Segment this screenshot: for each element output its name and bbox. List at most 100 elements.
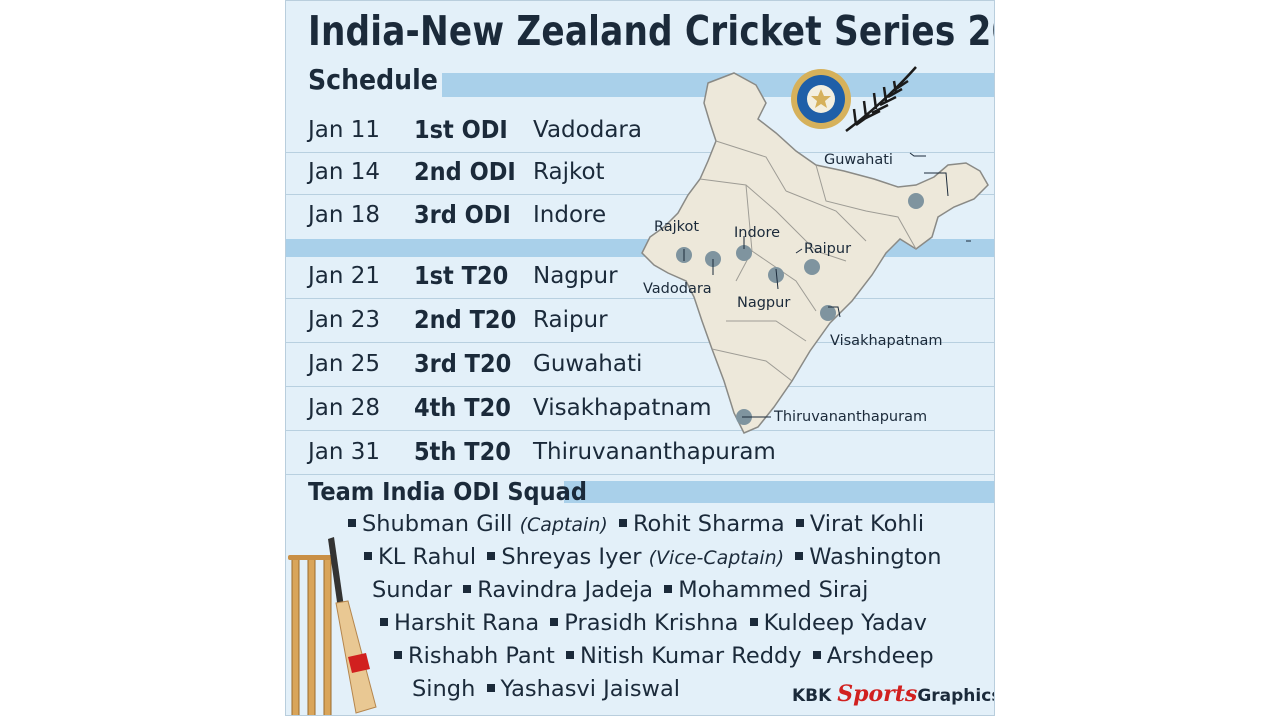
match-date: Jan 11 [308,117,381,143]
brand-text: Sports [837,681,918,707]
bullet-icon [394,651,402,659]
schedule-row: Jan 31 5th T20 Thiruvananthapuram [286,433,994,475]
player-role: (Vice-Captain) [648,547,785,569]
page-title: India-New Zealand Cricket Series 2026 [308,7,995,55]
row-divider [286,298,994,299]
player-name: Ravindra Jadeja [477,577,654,603]
row-divider [286,430,994,431]
player-name: Rohit Sharma [632,511,785,537]
map-label-guwahati: Guwahati [824,152,893,168]
schedule-row: Jan 21 1st T20 Nagpur [286,257,994,299]
player-name: Washington [809,544,942,570]
row-divider [286,386,994,387]
schedule-heading: Schedule [308,63,438,96]
squad-line: Harshit Rana Prasidh Krishna Kuldeep Yad… [376,610,927,636]
row-divider [286,342,994,343]
match-venue: Vadodara [533,117,642,143]
row-divider [286,474,994,475]
stumps-and-bat-icon [288,537,377,715]
venue-marker-nagpur [768,267,784,283]
india-outline [641,72,989,434]
player-name: Harshit Rana [394,610,540,636]
schedule-row: Jan 25 3rd T20 Guwahati [286,345,994,387]
schedule-row: Jan 23 2nd T20 Raipur [286,301,994,343]
player-name: Prasidh Krishna [564,610,739,636]
match-venue: Thiruvananthapuram [533,439,776,465]
venue-marker-guwahati [908,193,924,209]
player-name: Rishabh Pant [408,643,555,669]
row-divider [286,194,994,195]
match-name: 5th T20 [414,437,511,466]
state-borders [699,140,917,382]
map-label-vadodara: Vadodara [643,281,712,297]
match-date: Jan 28 [308,395,381,421]
venue-marker-visakhapatnam [820,305,836,321]
schedule-row: Jan 14 2nd ODI Rajkot [286,153,994,195]
match-date: Jan 14 [308,159,381,185]
bullet-icon [364,552,372,560]
venue-markers [676,193,924,425]
squad-line: Singh Yashasvi Jaiswal [412,676,680,702]
venue-marker-raipur [804,259,820,275]
brand-logo: KBK SportsGraphics [792,681,995,707]
player-name: Shreyas Iyer [501,544,642,570]
bullet-icon [812,651,821,659]
match-name: 3rd ODI [414,200,511,229]
squad-heading: Team India ODI Squad [308,477,587,506]
map-label-visakhapatnam: Visakhapatnam [830,333,943,349]
match-name: 3rd T20 [414,349,512,378]
player-name: KL Rahul [378,544,477,570]
match-venue: Guwahati [533,351,643,377]
schedule-row: Jan 11 1st ODI Vadodara [286,111,994,153]
match-venue: Rajkot [533,159,605,185]
match-date: Jan 23 [308,307,381,333]
india-venue-map: Guwahati Rajkot Indore Raipur Vadodara N… [641,66,989,434]
match-name: 2nd T20 [414,305,517,334]
schedule-row: Jan 18 3rd ODI Indore [286,196,994,238]
player-name: Arshdeep [826,643,934,669]
bullet-icon [486,684,495,692]
match-date: Jan 25 [308,351,381,377]
bullet-icon [565,651,574,659]
player-name: Singh [412,676,476,702]
map-label-rajkot: Rajkot [654,219,699,235]
bullet-icon [795,552,804,560]
bullet-icon [487,552,496,560]
map-label-raipur: Raipur [804,241,851,257]
row-divider [286,152,994,153]
player-name: Virat Kohli [809,511,925,537]
brand-text: KBK [792,686,832,706]
silver-fern-icon [845,66,917,132]
match-date: Jan 21 [308,263,381,289]
bullet-icon [664,585,673,593]
bullet-icon [348,519,356,527]
player-role: (Captain) [519,514,608,536]
match-name: 2nd ODI [414,157,516,186]
player-name: Mohammed Siraj [678,577,869,603]
bcci-emblem-icon [791,69,851,129]
player-name: Kuldeep Yadav [763,610,927,636]
schedule-row: Jan 28 4th T20 Visakhapatnam [286,389,994,431]
match-date: Jan 31 [308,439,381,465]
bullet-icon [618,519,627,527]
squad-line: KL Rahul Shreyas Iyer (Vice-Captain) Was… [360,544,942,570]
bullet-icon [749,618,758,626]
match-venue: Nagpur [533,263,618,289]
player-name: Yashasvi Jaiswal [500,676,680,702]
match-venue: Indore [533,202,607,228]
venue-marker-indore [736,245,752,261]
match-venue: Raipur [533,307,608,333]
map-label-indore: Indore [734,225,780,241]
bullet-icon [463,585,472,593]
match-name: 1st ODI [414,115,508,144]
squad-line: Rishabh Pant Nitish Kumar Reddy Arshdeep [390,643,934,669]
bullet-icon [550,618,559,626]
player-name: Sundar [372,577,453,603]
match-name: 4th T20 [414,393,511,422]
squad-header-band [564,481,994,503]
match-venue: Visakhapatnam [533,395,712,421]
brand-text: Graphics [917,686,995,706]
match-name: 1st T20 [414,261,509,290]
match-date: Jan 18 [308,202,381,228]
squad-line: Shubman Gill (Captain) Rohit Sharma Vira… [344,511,924,537]
